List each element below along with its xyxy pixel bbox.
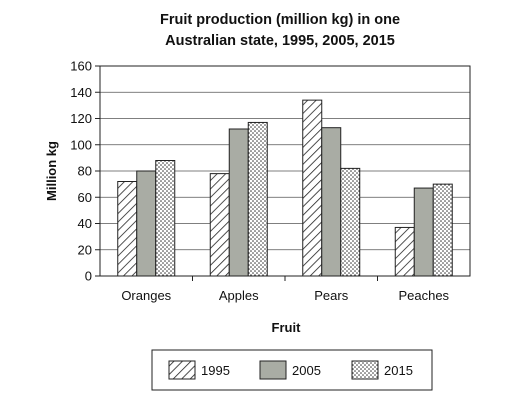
legend-swatch-1995: [168, 360, 196, 380]
x-tick-label: Apples: [219, 288, 259, 303]
x-axis-label: Fruit: [272, 320, 302, 335]
x-tick-label: Peaches: [398, 288, 449, 303]
y-tick-label: 160: [70, 59, 92, 74]
bar-1995-pears: [302, 99, 323, 277]
bar-2015-oranges: [155, 160, 176, 277]
bars: [117, 99, 453, 277]
bar-2005-oranges: [136, 170, 157, 277]
x-tick-label: Pears: [314, 288, 348, 303]
chart-title-line2: Australian state, 1995, 2005, 2015: [165, 33, 395, 49]
y-axis-label: Million kg: [44, 141, 59, 201]
y-tick-label: 100: [70, 137, 92, 152]
y-ticks: 0 20 40 60 80 100 120 140 160: [70, 59, 100, 284]
y-tick-label: 20: [78, 242, 92, 257]
bar-1995-peaches: [394, 226, 415, 277]
chart-title-line1: Fruit production (million kg) in one: [160, 12, 400, 28]
bar-1995-apples: [209, 173, 230, 277]
y-tick-label: 120: [70, 111, 92, 126]
bar-2015-pears: [340, 167, 361, 277]
legend-swatch-2015: [351, 360, 379, 380]
x-tick-labels: Oranges Apples Pears Peaches: [121, 276, 450, 303]
bar-1995-oranges: [117, 181, 138, 277]
y-tick-label: 140: [70, 85, 92, 100]
legend-swatch-2005: [259, 360, 287, 380]
legend: 1995 2005 2015: [151, 349, 433, 391]
legend-label-1995: 1995: [201, 363, 230, 378]
y-tick-label: 40: [78, 216, 92, 231]
y-tick-label: 60: [78, 190, 92, 205]
x-tick-label: Oranges: [121, 288, 171, 303]
bar-2005-apples: [228, 128, 249, 277]
plot-frame: [99, 65, 471, 277]
bar-2015-peaches: [432, 183, 453, 277]
legend-label-2005: 2005: [292, 363, 321, 378]
y-tick-label: 0: [85, 269, 92, 284]
bar-2005-pears: [321, 127, 342, 277]
bar-2015-apples: [247, 121, 268, 277]
y-tick-label: 80: [78, 164, 92, 179]
legend-label-2015: 2015: [384, 363, 413, 378]
bar-2005-peaches: [413, 187, 434, 277]
legend-box: [151, 349, 433, 391]
